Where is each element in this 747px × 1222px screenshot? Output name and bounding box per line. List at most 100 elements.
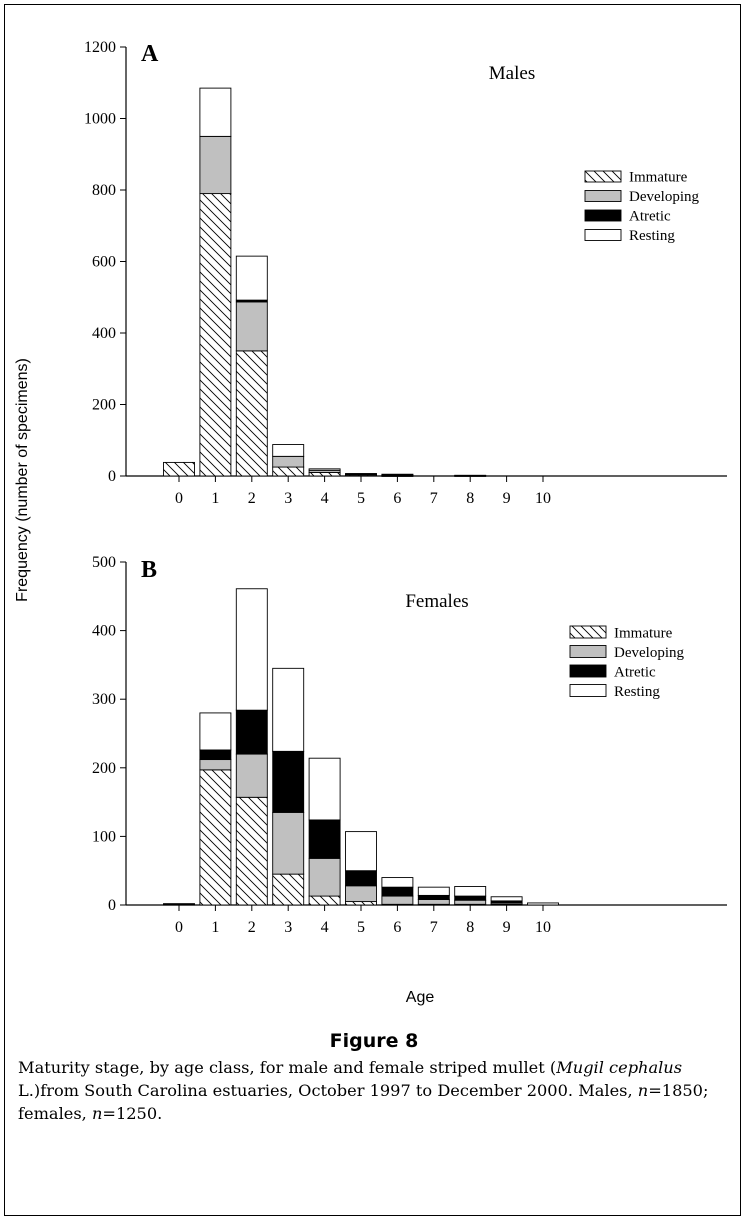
bar-developing (199, 135, 232, 195)
legend-label: Immature (614, 626, 673, 642)
x-tick-label: 1 (211, 919, 219, 936)
bar-resting (417, 886, 450, 896)
bar-resting (454, 474, 487, 477)
legend-swatch-resting (584, 229, 622, 241)
x-tick-label: 4 (321, 490, 329, 507)
legend-label: Immature (629, 170, 688, 186)
legend-swatch-resting (569, 684, 607, 697)
x-tick-label: 7 (430, 919, 438, 936)
legend-swatch-atretic (569, 664, 607, 678)
bar-resting (308, 757, 341, 821)
bar-resting (163, 903, 195, 905)
y-tick-label: 200 (92, 760, 116, 777)
caption-species: Mugil cephalus (556, 1058, 683, 1077)
bar-immature (308, 471, 341, 477)
x-tick-label: 9 (503, 490, 511, 507)
bar-resting (272, 667, 305, 752)
x-tick-label: 0 (175, 919, 183, 936)
legend-swatch-developing (569, 645, 607, 658)
x-tick-label: 6 (393, 490, 401, 507)
bar-resting (345, 473, 377, 475)
y-tick-label: 100 (92, 828, 116, 845)
y-tick-label: 800 (92, 182, 116, 199)
bar-developing (199, 759, 232, 771)
legend-label: Atretic (614, 665, 656, 681)
caption-block: Figure 8 Maturity stage, by age class, f… (18, 1030, 730, 1125)
legend-swatch-developing (584, 190, 622, 202)
caption-n-symbol: n (91, 1104, 103, 1123)
bar-resting (272, 444, 305, 457)
legend-label: Resting (614, 684, 660, 700)
bar-immature (235, 350, 268, 477)
x-tick-label: 2 (248, 490, 256, 507)
x-tick-label: 4 (321, 919, 329, 936)
legend-swatch-atretic (584, 209, 622, 222)
x-tick-label: 5 (357, 919, 365, 936)
bar-atretic (381, 886, 414, 897)
bar-atretic (308, 819, 341, 859)
x-tick-label: 5 (357, 490, 365, 507)
y-tick-label: 400 (92, 623, 116, 640)
x-tick-label: 2 (248, 919, 256, 936)
bar-resting (308, 468, 341, 471)
legend: Immature Developing Atretic Resting (569, 625, 684, 700)
bar-immature (199, 193, 232, 477)
bar-atretic (454, 895, 487, 901)
y-tick-label: 300 (92, 691, 116, 708)
panel-a: 0 200 400 600 800 1000 1200 0 1 2 3 4 5 6 7 8 9 10 A Males I… (84, 39, 727, 507)
y-tick-label: 600 (92, 254, 116, 271)
bar-resting (381, 877, 414, 888)
bar-resting (199, 87, 232, 137)
bar-immature (272, 466, 305, 477)
bar-resting (235, 255, 268, 301)
panel-b: 0 100 200 300 400 500 0 1 2 3 4 5 6 7 8 9 10 B Females Imma… (92, 554, 727, 936)
bar-atretic (235, 709, 268, 755)
caption-males-n: =1850; females, (18, 1081, 709, 1123)
y-tick-label: 400 (92, 325, 116, 342)
bar-resting (454, 886, 487, 897)
x-axis-label: Age (406, 989, 435, 1006)
bar-resting (199, 712, 232, 751)
bar-developing (272, 455, 305, 468)
y-tick-label: 1000 (84, 111, 116, 128)
bar-immature (345, 901, 377, 906)
x-tick-label: 6 (393, 919, 401, 936)
bar-immature (235, 796, 268, 906)
bar-developing (345, 885, 377, 903)
legend-swatch-immature (584, 170, 622, 183)
bar-developing (454, 899, 487, 905)
legend-swatch-immature (569, 625, 607, 639)
bar-developing (308, 857, 341, 897)
legend-label: Developing (614, 645, 684, 661)
x-tick-label: 0 (175, 490, 183, 507)
figure-frame (4, 4, 741, 1216)
bar-developing (235, 753, 268, 798)
x-tick-label: 1 (211, 490, 219, 507)
y-tick-label: 1200 (84, 39, 116, 56)
bar-immature (163, 461, 195, 477)
bar-resting (345, 831, 377, 872)
bar-atretic (345, 870, 377, 887)
x-tick-label: 3 (284, 919, 292, 936)
bar-immature (199, 769, 232, 906)
bar-developing (417, 899, 450, 905)
panel-label: A (141, 41, 159, 67)
bar-resting (527, 902, 559, 906)
y-tick-label: 200 (92, 397, 116, 414)
panel-label: B (141, 557, 157, 583)
bar-resting (490, 896, 523, 902)
y-tick-label: 0 (108, 897, 116, 914)
y-tick-label: 500 (92, 554, 116, 571)
legend-label: Atretic (629, 209, 671, 225)
legend-label: Resting (629, 228, 675, 244)
legend: Immature Developing Atretic Resting (584, 170, 699, 244)
bar-resting (381, 473, 414, 476)
figure-caption: Maturity stage, by age class, for male a… (18, 1056, 730, 1125)
x-tick-label: 7 (430, 490, 438, 507)
x-tick-label: 8 (466, 490, 474, 507)
caption-females-n: =1250. (102, 1104, 163, 1123)
legend-label: Developing (629, 189, 699, 205)
bar-immature (308, 895, 341, 906)
panel-title: Females (405, 591, 468, 612)
